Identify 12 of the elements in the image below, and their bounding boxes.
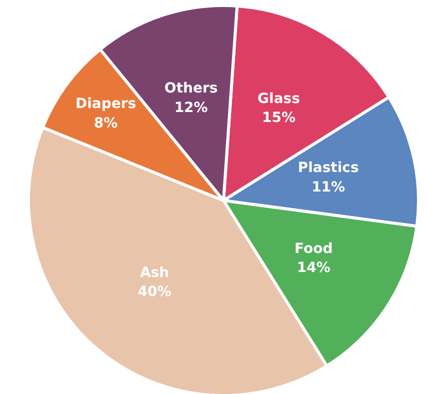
slice-label: Ash	[140, 265, 170, 282]
data-label: 14%	[296, 260, 330, 276]
slice-label: Food	[294, 241, 333, 257]
data-label: 12%	[174, 100, 208, 116]
slice-label: Plastics	[298, 160, 359, 176]
data-label: 11%	[312, 179, 346, 196]
data-label: 40%	[138, 284, 172, 300]
slice-label: Others	[164, 80, 218, 97]
data-label: 8%	[94, 115, 118, 132]
slice-label: Diapers	[75, 96, 136, 112]
slice-label: Glass	[258, 90, 300, 107]
data-label: 15%	[262, 110, 296, 126]
